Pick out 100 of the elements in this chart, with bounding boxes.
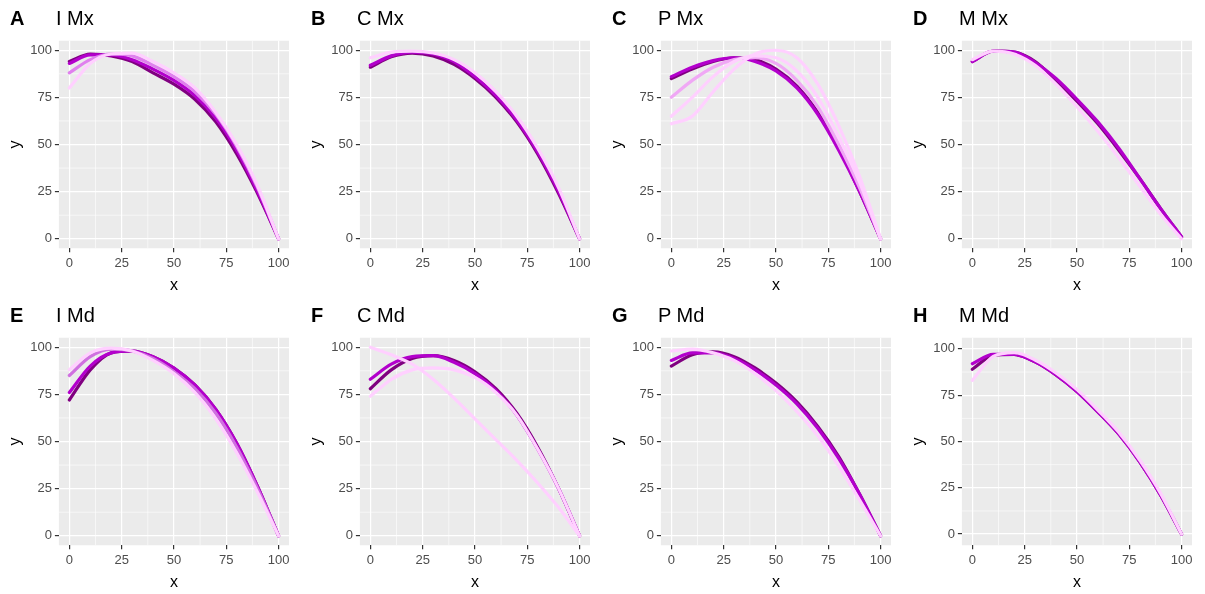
y-tick-label: 75 bbox=[37, 385, 52, 401]
y-tick-label: 50 bbox=[338, 433, 353, 449]
x-tick-label: 50 bbox=[1069, 551, 1085, 567]
chart-title: I Md bbox=[56, 304, 95, 327]
x-tick-label: 25 bbox=[415, 254, 430, 270]
y-tick-label: 100 bbox=[632, 41, 654, 57]
y-axis-title: y bbox=[608, 437, 626, 446]
y-tick-label: 0 bbox=[44, 527, 52, 543]
y-tick-label: 25 bbox=[639, 183, 654, 199]
x-tick-label: 50 bbox=[1069, 254, 1085, 270]
chart-title: P Mx bbox=[658, 7, 704, 30]
y-tick-label: 0 bbox=[44, 230, 52, 246]
y-tick-label: 25 bbox=[37, 480, 52, 496]
text: A bbox=[9, 7, 26, 30]
x-tick-label: 100 bbox=[267, 551, 290, 567]
y-tick-label: 25 bbox=[37, 183, 52, 199]
x-tick-label: 75 bbox=[1122, 254, 1137, 270]
chart-title: M Md bbox=[959, 304, 1009, 327]
y-tick-label: 75 bbox=[338, 385, 353, 401]
x-tick-label: 75 bbox=[520, 254, 535, 270]
y-tick-label: 75 bbox=[639, 385, 654, 401]
x-tick-label: 50 bbox=[166, 254, 182, 270]
text: G bbox=[611, 304, 629, 327]
x-tick-label: 50 bbox=[768, 551, 784, 567]
y-tick-label: 0 bbox=[646, 527, 654, 543]
y-tick-label: 25 bbox=[940, 479, 955, 495]
x-tick-label: 50 bbox=[467, 254, 483, 270]
x-axis-title: x bbox=[1072, 275, 1081, 293]
x-tick-label: 25 bbox=[114, 254, 129, 270]
x-axis-title: x bbox=[169, 572, 178, 590]
text: D bbox=[912, 7, 929, 30]
x-tick-label: 50 bbox=[467, 551, 483, 567]
y-tick-label: 100 bbox=[933, 41, 955, 57]
x-axis-title: x bbox=[169, 275, 178, 293]
x-tick-label: 25 bbox=[1017, 254, 1032, 270]
y-tick-label: 100 bbox=[331, 338, 353, 354]
y-axis-title: y bbox=[307, 140, 325, 149]
y-tick-label: 75 bbox=[940, 88, 955, 104]
y-tick-label: 75 bbox=[338, 88, 353, 104]
y-tick-label: 50 bbox=[338, 136, 353, 152]
x-tick-label: 25 bbox=[415, 551, 430, 567]
y-tick-label: 100 bbox=[933, 340, 955, 356]
x-tick-label: 0 bbox=[65, 551, 73, 567]
x-tick-label: 25 bbox=[716, 551, 731, 567]
y-tick-label: 0 bbox=[345, 230, 353, 246]
x-axis-title: x bbox=[771, 275, 780, 293]
x-tick-label: 25 bbox=[1017, 551, 1032, 567]
text: H bbox=[912, 304, 929, 327]
x-axis-title: x bbox=[771, 572, 780, 590]
x-tick-label: 100 bbox=[568, 254, 591, 270]
x-tick-label: 25 bbox=[716, 254, 731, 270]
text: B bbox=[310, 7, 327, 30]
y-tick-label: 75 bbox=[37, 88, 52, 104]
chart-title: M Mx bbox=[959, 7, 1008, 30]
x-tick-label: 50 bbox=[768, 254, 784, 270]
x-tick-label: 100 bbox=[267, 254, 290, 270]
x-axis-title: x bbox=[470, 572, 479, 590]
y-tick-label: 50 bbox=[940, 433, 955, 449]
chart-title: I Mx bbox=[56, 7, 94, 30]
text: F bbox=[310, 304, 325, 327]
y-tick-label: 25 bbox=[639, 480, 654, 496]
y-tick-label: 25 bbox=[338, 480, 353, 496]
y-axis-title: y bbox=[909, 140, 927, 149]
x-tick-label: 75 bbox=[821, 254, 836, 270]
x-axis-title: x bbox=[1072, 572, 1081, 590]
x-tick-label: 100 bbox=[1170, 254, 1193, 270]
y-axis-title: y bbox=[307, 437, 325, 446]
x-tick-label: 100 bbox=[869, 551, 892, 567]
x-tick-label: 75 bbox=[520, 551, 535, 567]
y-tick-label: 50 bbox=[37, 433, 52, 449]
x-tick-label: 75 bbox=[219, 254, 234, 270]
x-tick-label: 75 bbox=[1122, 551, 1137, 567]
x-tick-label: 100 bbox=[568, 551, 591, 567]
y-tick-label: 50 bbox=[37, 136, 52, 152]
x-tick-label: 0 bbox=[968, 254, 976, 270]
x-tick-label: 100 bbox=[869, 254, 892, 270]
y-tick-label: 50 bbox=[940, 136, 955, 152]
y-tick-label: 100 bbox=[30, 41, 52, 57]
y-tick-label: 0 bbox=[947, 525, 955, 541]
text: C bbox=[611, 7, 628, 30]
chart-title: C Md bbox=[357, 304, 405, 327]
y-tick-label: 50 bbox=[639, 136, 654, 152]
y-tick-label: 75 bbox=[639, 88, 654, 104]
x-tick-label: 100 bbox=[1170, 551, 1193, 567]
x-tick-label: 25 bbox=[114, 551, 129, 567]
x-tick-label: 75 bbox=[219, 551, 234, 567]
y-tick-label: 75 bbox=[940, 386, 955, 402]
y-tick-label: 25 bbox=[338, 183, 353, 199]
x-tick-label: 0 bbox=[366, 254, 374, 270]
y-axis-title: y bbox=[909, 437, 927, 446]
y-tick-label: 25 bbox=[940, 183, 955, 199]
y-axis-title: y bbox=[6, 437, 24, 446]
y-tick-label: 0 bbox=[646, 230, 654, 246]
y-axis-title: y bbox=[608, 140, 626, 149]
x-tick-label: 50 bbox=[166, 551, 182, 567]
x-tick-label: 0 bbox=[667, 254, 675, 270]
x-tick-label: 75 bbox=[821, 551, 836, 567]
y-axis-title: y bbox=[6, 140, 24, 149]
x-axis-title: x bbox=[470, 275, 479, 293]
x-tick-label: 0 bbox=[968, 551, 976, 567]
